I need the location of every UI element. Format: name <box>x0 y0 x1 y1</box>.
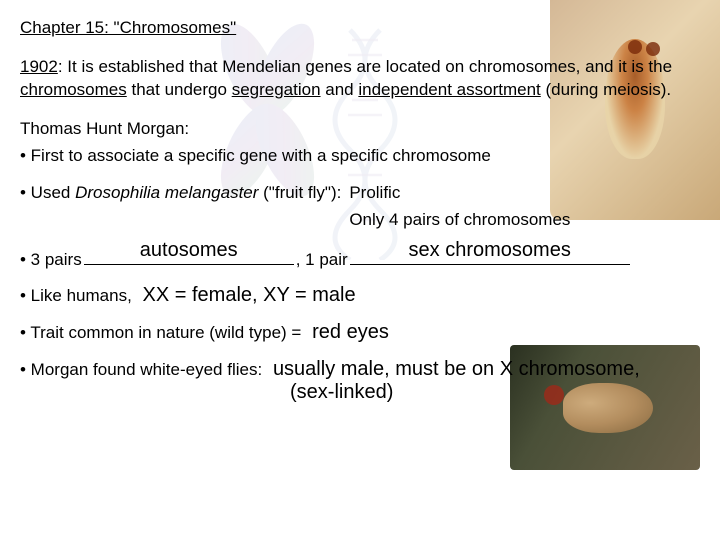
year-1902: 1902 <box>20 57 58 76</box>
answer-white-eyed-1: usually male, must be on X chromosome, <box>273 358 640 380</box>
drosophila-block: • Used Drosophilia melangaster ("fruit f… <box>20 182 700 236</box>
white-eyed-block: • Morgan found white-eyed flies: usually… <box>20 358 700 404</box>
answer-white-eyed-2: (sex-linked) <box>290 381 700 404</box>
paragraph-1902: 1902: It is established that Mendelian g… <box>20 56 700 102</box>
morgan-bullet-1: • First to associate a specific gene wit… <box>20 145 700 168</box>
pairs-line: • 3 pairs autosomes , 1 pair sex chromos… <box>20 250 700 270</box>
morgan-block: Thomas Hunt Morgan: • First to associate… <box>20 118 700 168</box>
answer-xx-xy: XX = female, XY = male <box>143 284 356 306</box>
blank-autosomes: autosomes <box>84 264 294 265</box>
answer-red-eyes: red eyes <box>312 321 389 343</box>
drosophila-line: • Used Drosophilia melangaster ("fruit f… <box>20 182 341 205</box>
chapter-title: Chapter 15: "Chromosomes" <box>20 18 700 38</box>
morgan-name: Thomas Hunt Morgan: <box>20 118 700 141</box>
answer-autosomes: autosomes <box>84 239 294 262</box>
slide-content: Chapter 15: "Chromosomes" 1902: It is es… <box>20 18 700 404</box>
drosophila-traits: Prolific Only 4 pairs of chromosomes <box>349 182 570 236</box>
wild-type-line: • Trait common in nature (wild type) = r… <box>20 321 700 344</box>
blank-sex-chromosomes: sex chromosomes <box>350 264 630 265</box>
like-humans-line: • Like humans, XX = female, XY = male <box>20 284 700 307</box>
answer-sex-chromosomes: sex chromosomes <box>350 239 630 262</box>
